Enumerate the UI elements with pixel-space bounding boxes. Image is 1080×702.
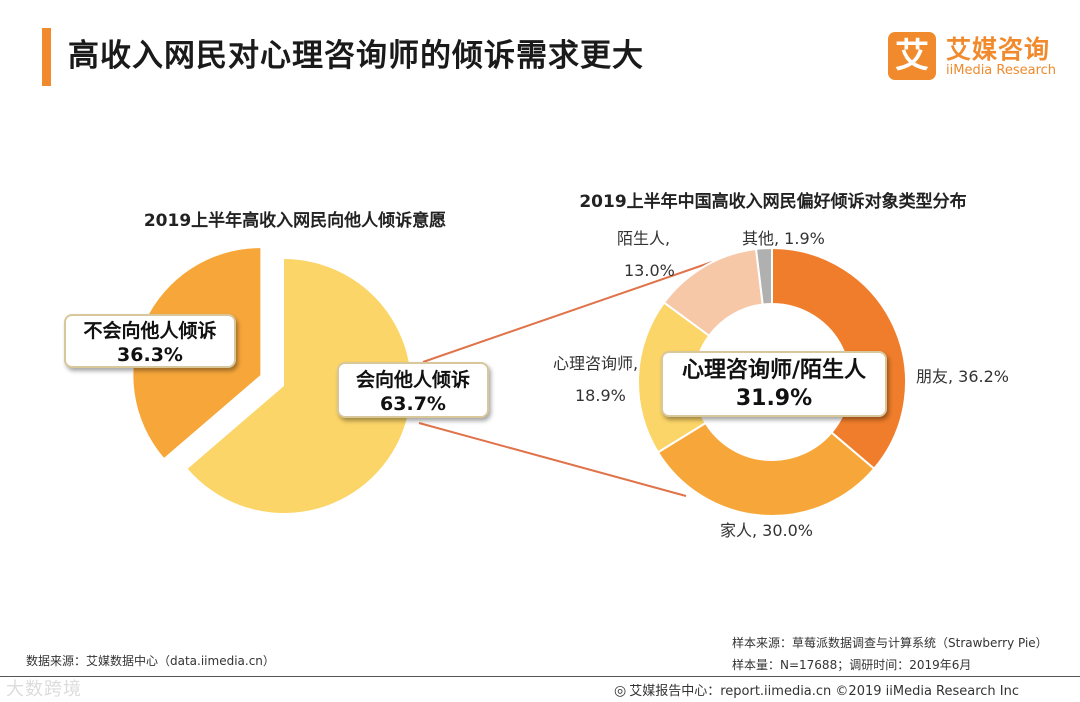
globe-icon: ◎ (614, 683, 627, 699)
iimedia-logo: 艾 艾媒咨询 iiMedia Research (888, 28, 1063, 84)
donut-slice-label: 家人, 30.0% (720, 521, 813, 540)
pie-title: 2019上半年高收入网民向他人倾诉意愿 (144, 210, 446, 231)
report-center-text: 艾媒报告中心：report.iimedia.cn ©2019 iiMedia R… (629, 684, 1020, 699)
callout-value: 31.9% (735, 386, 813, 411)
donut-segment (656, 421, 876, 517)
logo-cn-name: 艾媒咨询 (946, 35, 1051, 64)
callout-label: 会向他人倾诉 (355, 369, 470, 391)
pie-slice (187, 259, 411, 513)
donut-slice-label: 朋友, 36.2% (916, 367, 1009, 386)
page-title: 高收入网民对心理咨询师的倾诉需求更大 (68, 38, 644, 74)
callout-value: 63.7% (380, 393, 446, 415)
watermark: 大数跨境 (6, 675, 82, 701)
callout-label: 不会向他人倾诉 (83, 320, 217, 342)
donut-title: 2019上半年中国高收入网民偏好倾诉对象类型分布 (579, 191, 966, 212)
data-source-note: 数据来源：艾媒数据中心（data.iimedia.cn） (26, 654, 275, 668)
callout-will-confide: 会向他人倾诉 63.7% (337, 362, 489, 418)
logo-mark: 艾 (888, 32, 936, 80)
logo-en-name: iiMedia Research (946, 63, 1057, 78)
report-center-note: ◎ 艾媒报告中心：report.iimedia.cn ©2019 iiMedia … (614, 680, 1019, 699)
donut-labels: 朋友, 36.2% 家人, 30.0% 心理咨询师, 18.9% 陌生人, 13.0% 其他… (553, 229, 1009, 540)
callout-label: 心理咨询师/陌生人 (681, 358, 867, 383)
callout-wont-confide: 不会向他人倾诉 36.3% (64, 314, 236, 368)
sample-source-note: 样本来源：草莓派数据调查与计算系统（Strawberry Pie） (732, 636, 1048, 650)
callout-counselor-stranger: 心理咨询师/陌生人 31.9% (661, 351, 887, 417)
title-accent-bar (42, 28, 51, 86)
donut-segment (754, 246, 773, 306)
callout-value: 36.3% (117, 344, 183, 366)
footer-divider (0, 676, 1080, 677)
connector-line (422, 261, 713, 363)
connector-line (418, 422, 687, 497)
connector-lines (418, 261, 713, 497)
watermark-text: 大数跨境 (6, 679, 82, 700)
donut-slice-label: 其他, 1.9% (742, 229, 825, 248)
sample-size-note: 样本量：N=17688；调研时间：2019年6月 (732, 658, 972, 672)
donut-slice-label: 陌生人, (617, 229, 670, 248)
donut-slice-label: 13.0% (624, 261, 675, 280)
donut-slice-label: 心理咨询师, (553, 354, 638, 373)
donut-slice-label: 18.9% (575, 386, 626, 405)
